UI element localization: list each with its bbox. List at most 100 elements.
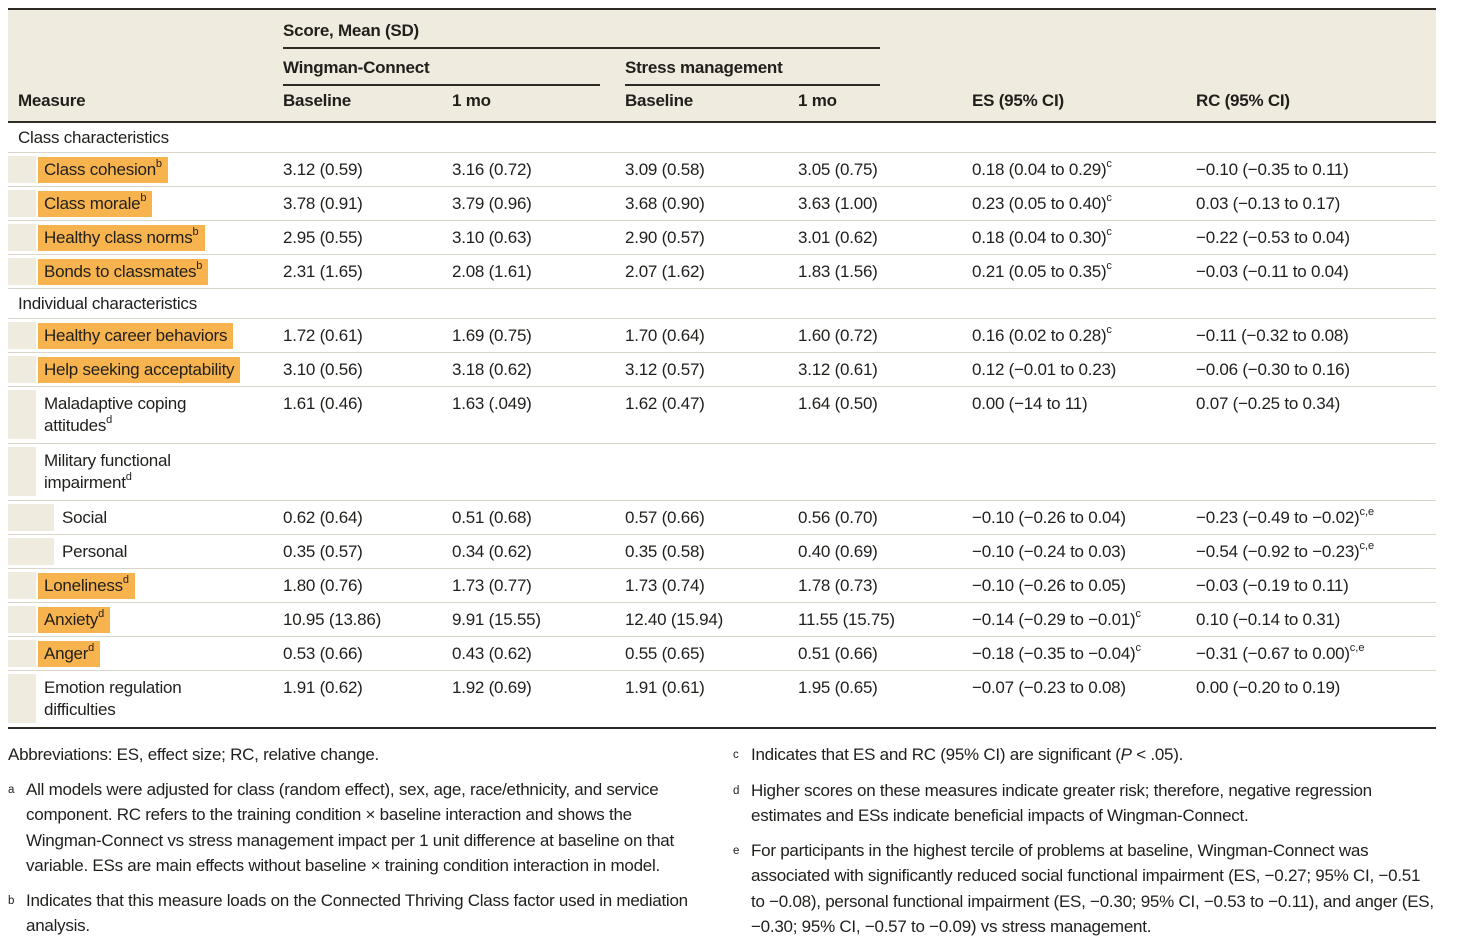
highlight: Anxietyd	[38, 607, 111, 633]
cell-wc-1mo: 0.34 (0.62)	[452, 542, 532, 561]
header-spacer	[8, 9, 283, 49]
indent-marker	[8, 447, 36, 496]
highlight: Lonelinessd	[38, 573, 136, 599]
footnote-marker: b	[196, 260, 203, 273]
cell-wc-baseline	[283, 444, 452, 501]
footnote-marker: c,e	[1359, 540, 1375, 553]
cell-es: −0.18 (−0.35 to −0.04)c	[972, 642, 1141, 663]
footnote: d Higher scores on these measures indica…	[733, 778, 1436, 829]
cell-sm-baseline: 3.12 (0.57)	[625, 360, 705, 379]
cell-sm-baseline: 0.57 (0.66)	[625, 508, 705, 527]
cell-rc: −0.54 (−0.92 to −0.23)c,e	[1196, 540, 1375, 561]
cell-rc: 0.00 (−0.20 to 0.19)	[1196, 678, 1341, 697]
measure-row: Help seeking acceptability 3.10 (0.56) 3…	[8, 353, 1437, 387]
highlight: Class cohesionb	[38, 157, 169, 183]
cell-sm-1mo: 3.01 (0.62)	[798, 228, 878, 247]
cell-es: 0.00 (−14 to 11)	[972, 394, 1088, 413]
indent-marker	[8, 640, 36, 667]
measure-cell: Angerd	[8, 637, 283, 671]
cell-wc-1mo: 1.69 (0.75)	[452, 326, 532, 345]
cell-wc-1mo: 9.91 (15.55)	[452, 610, 541, 629]
cell-rc: −0.06 (−0.30 to 0.16)	[1196, 360, 1350, 379]
section-row: Individual characteristics	[8, 289, 1437, 319]
indent-marker	[8, 538, 54, 565]
highlight: Help seeking acceptability	[38, 357, 241, 383]
cell-es: 0.12 (−0.01 to 0.23)	[972, 360, 1117, 379]
cell-wc-baseline: 3.10 (0.56)	[283, 360, 363, 379]
cell-rc: −0.22 (−0.53 to 0.04)	[1196, 228, 1350, 247]
measure-row: Military functional impairmentd	[8, 444, 1437, 501]
stress-management-group-header: Stress management	[625, 49, 972, 86]
measure-label-line: impairmentd	[44, 471, 132, 492]
highlight: Angerd	[38, 641, 101, 667]
highlight: Class moraleb	[38, 191, 153, 217]
indent-marker	[8, 356, 36, 383]
cell-rc: −0.03 (−0.11 to 0.04)	[1196, 262, 1349, 281]
section-label: Individual characteristics	[18, 294, 197, 313]
cell-wc-baseline: 0.53 (0.66)	[283, 644, 363, 663]
footnote-marker: c	[1106, 192, 1112, 205]
measure-label: Personal	[54, 541, 127, 563]
footnote-marker: c,e	[1359, 506, 1375, 519]
footnote-marker: d	[98, 608, 105, 621]
measure-cell: Emotion regulation difficulties	[8, 671, 283, 729]
measure-row: Healthy class normsb 2.95 (0.55) 3.10 (0…	[8, 221, 1437, 255]
measure-label: Healthy career behaviors	[36, 323, 234, 349]
cell-wc-1mo: 3.10 (0.63)	[452, 228, 532, 247]
cell-es: −0.10 (−0.26 to 0.05)	[972, 576, 1126, 595]
cell-wc-baseline: 3.78 (0.91)	[283, 194, 363, 213]
cell-wc-baseline: 1.61 (0.46)	[283, 394, 363, 413]
cell-es: 0.21 (0.05 to 0.35)c	[972, 260, 1112, 281]
measure-label: Anxietyd	[36, 607, 111, 633]
measure-cell: Class moraleb	[8, 187, 283, 221]
indent-marker	[8, 390, 36, 439]
footnote-letter: b	[8, 894, 15, 907]
cell-sm-baseline: 1.62 (0.47)	[625, 394, 705, 413]
cell-sm-1mo: 1.78 (0.73)	[798, 576, 878, 595]
cell-wc-baseline: 1.91 (0.62)	[283, 678, 363, 697]
cell-sm-1mo: 0.56 (0.70)	[798, 508, 878, 527]
measure-label: Class moraleb	[36, 191, 153, 217]
indent-marker	[8, 322, 36, 349]
cell-wc-baseline: 2.95 (0.55)	[283, 228, 363, 247]
cell-wc-1mo: 0.43 (0.62)	[452, 644, 532, 663]
cell-rc	[1196, 444, 1436, 501]
measure-row: Personal 0.35 (0.57) 0.34 (0.62) 0.35 (0…	[8, 535, 1437, 569]
footnote-text: Indicates that ES and RC (95% CI) are si…	[751, 745, 1184, 764]
cell-wc-1mo: 0.51 (0.68)	[452, 508, 532, 527]
column-header-sm-baseline: Baseline	[625, 91, 694, 110]
measure-cell: Class cohesionb	[8, 153, 283, 187]
cell-es: 0.23 (0.05 to 0.40)c	[972, 192, 1112, 213]
cell-wc-baseline: 10.95 (13.86)	[283, 610, 382, 629]
measure-row: Angerd 0.53 (0.66) 0.43 (0.62) 0.55 (0.6…	[8, 637, 1437, 671]
wingman-connect-label: Wingman-Connect	[283, 55, 600, 86]
indent-marker	[8, 156, 36, 183]
cell-rc: 0.03 (−0.13 to 0.17)	[1196, 194, 1341, 213]
cell-wc-1mo: 3.16 (0.72)	[452, 160, 532, 179]
cell-sm-baseline: 12.40 (15.94)	[625, 610, 724, 629]
cell-sm-1mo: 1.64 (0.50)	[798, 394, 878, 413]
footnotes: Abbreviations: ES, effect size; RC, rela…	[8, 742, 1436, 949]
measure-row: Maladaptive coping attitudesd 1.61 (0.46)…	[8, 387, 1437, 444]
cell-wc-baseline: 1.80 (0.76)	[283, 576, 363, 595]
column-header-measure: Measure	[18, 91, 86, 110]
highlight: Bonds to classmatesb	[38, 259, 209, 285]
cell-es: 0.16 (0.02 to 0.28)c	[972, 324, 1112, 345]
cell-sm-baseline: 2.90 (0.57)	[625, 228, 705, 247]
cell-wc-1mo: 3.18 (0.62)	[452, 360, 532, 379]
measure-label-line: Personal	[62, 542, 128, 561]
cell-wc-baseline: 3.12 (0.59)	[283, 160, 363, 179]
footnote-marker: d	[88, 642, 95, 655]
measure-label-line: Emotion regulation	[44, 678, 182, 697]
cell-sm-1mo	[798, 444, 972, 501]
measure-label-line: Lonelinessd	[38, 573, 136, 599]
cell-rc: −0.31 (−0.67 to 0.00)c,e	[1196, 642, 1365, 663]
footnote-marker: b	[140, 192, 147, 205]
footnote-letter: c	[733, 749, 739, 761]
cell-sm-baseline: 1.70 (0.64)	[625, 326, 705, 345]
cell-wc-1mo: 1.92 (0.69)	[452, 678, 532, 697]
measure-row: Bonds to classmatesb 2.31 (1.65) 2.08 (1…	[8, 255, 1437, 289]
indent-marker	[8, 572, 36, 599]
measure-cell: Healthy career behaviors	[8, 319, 283, 353]
cell-wc-1mo: 2.08 (1.61)	[452, 262, 532, 281]
